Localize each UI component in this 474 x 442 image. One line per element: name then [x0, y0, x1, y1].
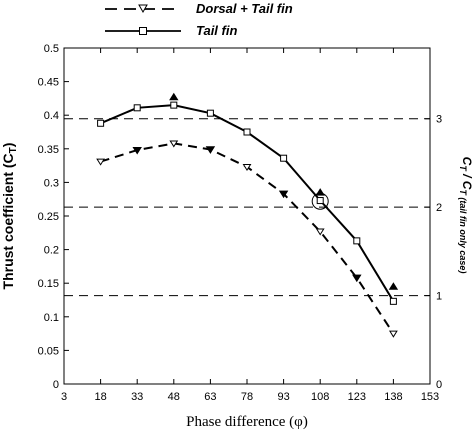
x-tick-label: 123 — [348, 391, 366, 403]
y-tick-label: 0.2 — [44, 245, 59, 257]
y2-tick-label: 3 — [436, 114, 442, 126]
x-tick-label: 93 — [277, 391, 289, 403]
y-axis-title: Thrust coefficient (CT) — [0, 143, 19, 290]
data-point-tail-fin — [206, 109, 214, 117]
data-point-tail-fin — [170, 101, 178, 109]
y-axis-title-sub: T — [8, 147, 19, 153]
data-point-tail-fin — [316, 197, 324, 205]
x-tick-label: 3 — [61, 391, 67, 403]
x-tick-label: 33 — [131, 391, 143, 403]
data-point-tail-fin — [280, 154, 288, 162]
x-axis-title: Phase difference (φ) — [186, 414, 308, 430]
y2-tick-label: 2 — [436, 202, 442, 214]
data-point-tail-fin — [97, 119, 105, 127]
data-point-ratio-tail-fin — [169, 92, 179, 101]
legend-marker-dashed — [138, 4, 148, 14]
reference-lines — [64, 118, 430, 297]
series-layer — [100, 104, 395, 335]
y-tick-label: 0.45 — [38, 77, 59, 89]
y-tick-label: 0.5 — [44, 43, 59, 55]
highlight-circle — [311, 192, 329, 210]
y-tick-label: 0.05 — [38, 345, 59, 357]
data-point-tail-fin — [243, 128, 251, 136]
legend: Dorsal + Tail fin Tail fin — [105, 1, 293, 38]
y-axis-title-main: Thrust coefficient (C — [0, 153, 16, 289]
data-point-dorsal-tail — [315, 228, 325, 236]
x-tick-label: 108 — [311, 391, 329, 403]
y-tick-label: 0.35 — [38, 144, 59, 156]
x-tick-label: 78 — [241, 391, 253, 403]
y-tick-label: 0.4 — [44, 110, 59, 122]
data-point-ratio-tail-fin — [315, 188, 325, 196]
y-tick-label: 0.15 — [38, 278, 59, 290]
y2-tick-label: 1 — [436, 291, 442, 303]
y-tick-label: 0.25 — [38, 211, 59, 223]
data-point-dorsal-tail — [388, 330, 398, 338]
x-tick-label: 48 — [168, 391, 180, 403]
legend-marker-solid — [139, 27, 147, 35]
y2-axis-title-c: C — [460, 157, 474, 166]
y2-axis-title: CT / CT (tail fin only case) — [458, 157, 474, 274]
plot-frame — [63, 47, 431, 385]
marker-layer — [96, 92, 399, 338]
y2-axis-title-sub2: T (tail fin only case) — [458, 189, 468, 273]
y2-axis-title-mid: / C — [460, 171, 474, 190]
data-point-ratio-dorsal-tail — [132, 146, 142, 155]
data-point-ratio-dorsal-tail — [205, 146, 216, 154]
legend-label-tail-fin: Tail fin — [196, 23, 237, 38]
y-tick-label: 0 — [53, 379, 59, 391]
x-axis-ticks: 3 18 33 48 63 78 93 108 123 138 153 — [61, 48, 439, 403]
x-tick-label: 153 — [421, 391, 439, 403]
data-point-dorsal-tail — [96, 158, 106, 166]
data-point-tail-fin — [389, 297, 397, 305]
y2-tick-label: 0 — [436, 379, 442, 391]
data-point-ratio-dorsal-tail — [352, 274, 362, 283]
x-tick-label: 138 — [384, 391, 402, 403]
legend-label-dorsal-tail: Dorsal + Tail fin — [196, 1, 293, 16]
data-point-dorsal-tail — [169, 140, 179, 148]
y-axis-title-close: ) — [0, 143, 16, 148]
x-tick-label: 63 — [204, 391, 216, 403]
data-point-ratio-tail-fin — [388, 282, 399, 290]
series-line-dorsal-tail — [100, 142, 395, 335]
data-point-dorsal-tail — [242, 163, 252, 172]
y2-axis-title-sub1: T — [458, 165, 468, 172]
data-point-ratio-dorsal-tail — [278, 190, 289, 199]
x-tick-label: 18 — [94, 391, 106, 403]
y2-axis-ticks: 0 1 2 3 — [425, 114, 442, 391]
data-point-tail-fin — [133, 104, 141, 112]
data-point-tail-fin — [353, 237, 361, 245]
y-tick-label: 0.1 — [44, 312, 59, 324]
y-tick-label: 0.3 — [44, 177, 59, 189]
y-axis-ticks: 0 0.05 0.1 0.15 0.2 0.25 0.3 0.35 0.4 0.45 0.5 — [38, 43, 69, 391]
